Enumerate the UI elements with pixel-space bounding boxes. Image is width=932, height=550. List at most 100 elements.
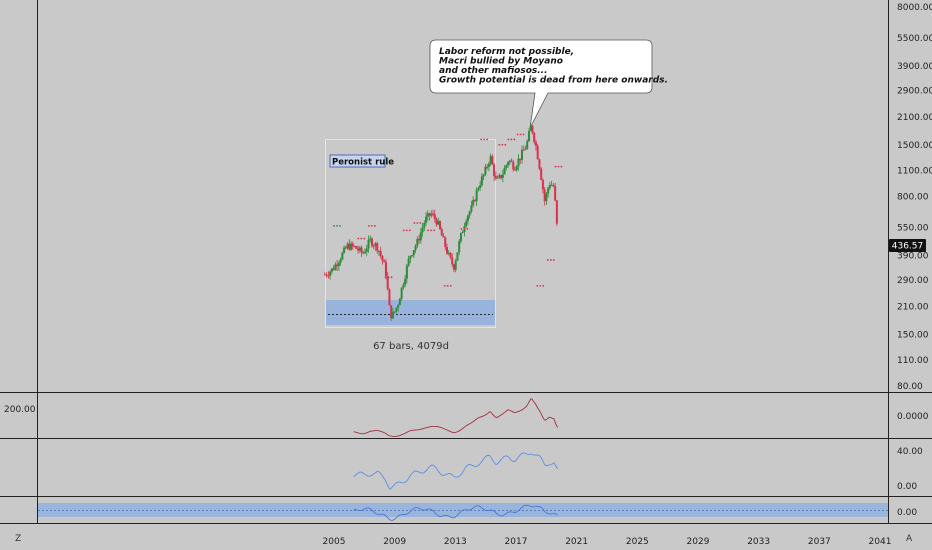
callout-line-3: and other mafiosos... [439, 66, 548, 76]
candle-body [449, 252, 452, 258]
candle-body [486, 166, 489, 168]
candle-body [470, 205, 473, 212]
candle-body [395, 307, 398, 312]
candle-body [423, 222, 426, 228]
signal-dot [546, 259, 549, 261]
candle-body [547, 187, 550, 194]
signal-dot [504, 143, 507, 146]
candle-body [377, 250, 380, 252]
signal-dot [360, 237, 363, 240]
candle-body [411, 255, 414, 257]
signal-dot [483, 138, 486, 141]
candle-body [500, 175, 503, 179]
candle-body [358, 247, 361, 251]
candle-body [520, 149, 523, 160]
candle-body [555, 200, 558, 224]
callout-line-4: Growth potential is dead from here onwar… [439, 76, 668, 86]
price-tick-label: 550.00 [897, 223, 929, 233]
candle-body [498, 175, 501, 178]
candle-body [329, 271, 332, 276]
price-tick-label: 3900.00 [897, 62, 932, 72]
candle-body [414, 245, 417, 251]
candle-body [442, 235, 445, 238]
candle-body [456, 252, 459, 261]
candle-body [398, 298, 401, 306]
pane2-indicator-line [353, 452, 558, 490]
price-tick-label: 2900.00 [897, 87, 932, 97]
signal-dot [480, 138, 483, 141]
candle-body [381, 255, 384, 261]
signal-dot [357, 237, 360, 240]
candle-body [419, 232, 422, 241]
callout-bubble[interactable] [429, 39, 653, 129]
candle-body [510, 160, 513, 162]
price-tick-label: 80.00 [897, 382, 923, 392]
candle-body [437, 221, 440, 225]
candle-body [323, 274, 326, 276]
time-tick-label: 2041 [869, 537, 892, 547]
candle-body [332, 268, 335, 270]
candle-body [461, 232, 464, 234]
pane1-indicator-line [353, 398, 558, 437]
candle-body [505, 165, 508, 168]
signal-dot [443, 284, 446, 287]
price-tick-label: 5500.00 [897, 34, 932, 44]
signal-dot [419, 222, 422, 224]
candle-body [428, 213, 431, 216]
time-tick-label: 2025 [626, 537, 649, 547]
time-tick-label: 2013 [444, 537, 467, 547]
peronist-rule-label-box [329, 154, 386, 168]
candle-body [454, 260, 457, 270]
signal-dot [552, 259, 555, 261]
candle-body [430, 213, 433, 216]
auto-scale-button[interactable]: A [906, 534, 913, 544]
candle-body [541, 179, 544, 190]
signal-dot [501, 143, 504, 146]
price-tick-label: 800.00 [897, 193, 929, 203]
price-axis: 8000.00 5500.00 3900.00 2900.00 2100.00 1500.… [897, 3, 932, 392]
candle-body [445, 247, 448, 254]
candle-body [540, 168, 543, 180]
candle-body [397, 305, 400, 308]
candle-body [494, 176, 497, 179]
signal-dot [416, 222, 419, 224]
candle-body [341, 252, 344, 260]
candle-body [468, 211, 471, 216]
candle-body [534, 142, 537, 146]
time-tick-label: 2021 [565, 537, 588, 547]
candle-body [364, 251, 367, 254]
candle-body [404, 278, 407, 285]
candle-body [339, 259, 342, 263]
signal-markers [333, 133, 563, 287]
time-tick-label: 2029 [687, 537, 710, 547]
candle-body [512, 161, 515, 170]
candle-body [508, 160, 511, 163]
candle-body [369, 238, 372, 240]
candle-body [357, 248, 360, 251]
candle-body [496, 177, 499, 179]
candle-body [344, 247, 347, 249]
z-button[interactable]: Z [15, 534, 21, 544]
signal-dot [513, 138, 516, 141]
candle-body [421, 227, 424, 233]
signal-dot [433, 229, 435, 232]
signal-dot [554, 165, 557, 168]
signal-dot [387, 276, 390, 279]
signal-dot [519, 133, 522, 136]
candle-body [337, 262, 340, 267]
signal-dot [333, 224, 335, 227]
price-tick-label: 110.00 [897, 356, 929, 366]
candle-body [550, 184, 553, 186]
candle-body [517, 158, 520, 167]
signal-dot [384, 276, 387, 279]
price-tick-label: 1500.00 [897, 141, 932, 151]
measure-band [326, 300, 495, 325]
peronist-rule-box[interactable] [325, 139, 496, 328]
candle-body [384, 262, 387, 277]
candle-body [440, 229, 443, 236]
signal-dot [405, 229, 408, 232]
pane2-tick-40: 40.00 [897, 447, 923, 457]
signal-dot [522, 133, 525, 136]
candle-body [529, 125, 532, 132]
signal-dot [370, 224, 373, 227]
